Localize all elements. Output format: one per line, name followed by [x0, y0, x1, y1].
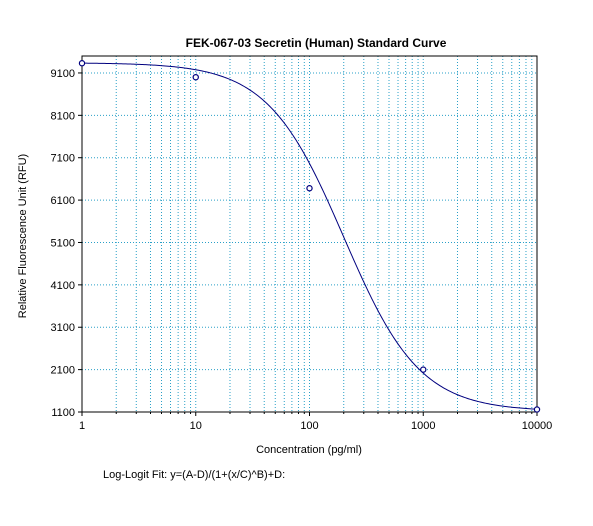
data-points	[78, 60, 541, 413]
y-tick-label: 5100	[51, 237, 75, 249]
chart-title: FEK-067-03 Secretin (Human) Standard Cur…	[186, 36, 447, 50]
y-tick-label: 2100	[51, 365, 75, 377]
data-point	[192, 73, 199, 81]
x-tick-label: 1	[79, 420, 85, 432]
data-point	[533, 406, 541, 413]
x-tick-label: 10000	[522, 420, 553, 432]
x-axis-label: Concentration (pg/ml)	[256, 444, 362, 456]
x-tick-label: 100	[300, 420, 318, 432]
y-tick-label: 3100	[51, 322, 75, 334]
y-tick-label: 9100	[51, 68, 75, 80]
axis-ticks	[78, 72, 538, 416]
data-point	[78, 60, 86, 67]
gridlines	[82, 56, 537, 412]
y-tick-label: 4100	[51, 280, 75, 292]
y-tick-label: 1100	[51, 407, 75, 419]
y-tick-label: 8100	[51, 110, 75, 122]
fit-equation: Log-Logit Fit: y=(A-D)/(1+(x/C)^B)+D:	[103, 469, 285, 481]
x-tick-label: 1000	[411, 420, 435, 432]
data-point	[420, 366, 427, 373]
tick-labels: 1100 2100 3100 4100 5100 6100 7100 8100 9100 1 10 1…	[51, 68, 553, 432]
y-tick-label: 7100	[51, 153, 75, 165]
fit-curve	[81, 62, 538, 410]
y-axis-label: Relative Fluorescence Unit (RFU)	[17, 154, 29, 318]
y-tick-label: 6100	[51, 195, 75, 207]
data-point	[306, 185, 313, 192]
x-tick-label: 10	[190, 420, 202, 432]
